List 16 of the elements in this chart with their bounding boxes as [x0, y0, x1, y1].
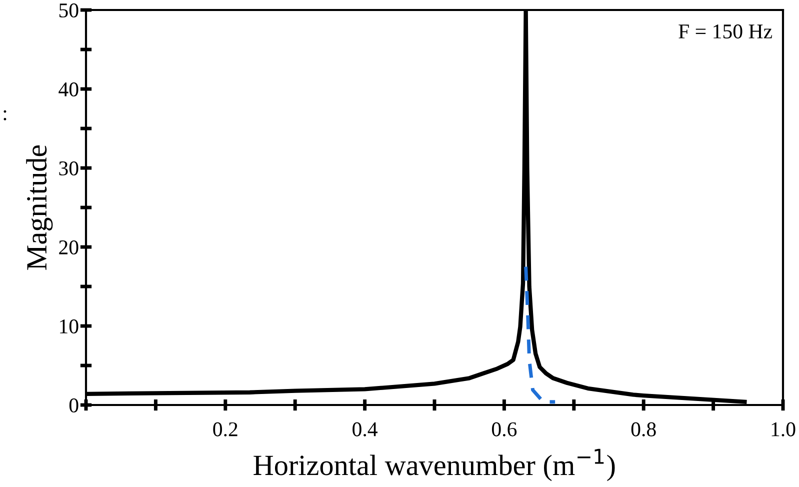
y-tick-label: 30	[59, 161, 78, 176]
x-axis-title: Horizontal wavenumber (m$^{−1}$)	[254, 448, 615, 482]
x-tick-label: 0.6	[492, 422, 517, 436]
text: :	[4, 110, 6, 120]
y-tick-label: 50	[59, 3, 78, 18]
y-tick-label: 40	[58, 82, 78, 96]
x-tick-label: 0.8	[631, 422, 656, 436]
line-series	[524, 265, 557, 404]
annotation: F = 150 Hz	[678, 24, 772, 38]
y-tick-label: 0	[69, 398, 78, 412]
x-tick-label: 1.0	[772, 422, 796, 436]
y-tick-label: 10	[60, 319, 78, 334]
x-tick-label: 0.2	[213, 422, 238, 436]
y-tick-label: 20	[59, 240, 78, 254]
y-axis-title: Magnitude	[26, 145, 53, 270]
x-tick-label: 0.4	[352, 422, 378, 436]
